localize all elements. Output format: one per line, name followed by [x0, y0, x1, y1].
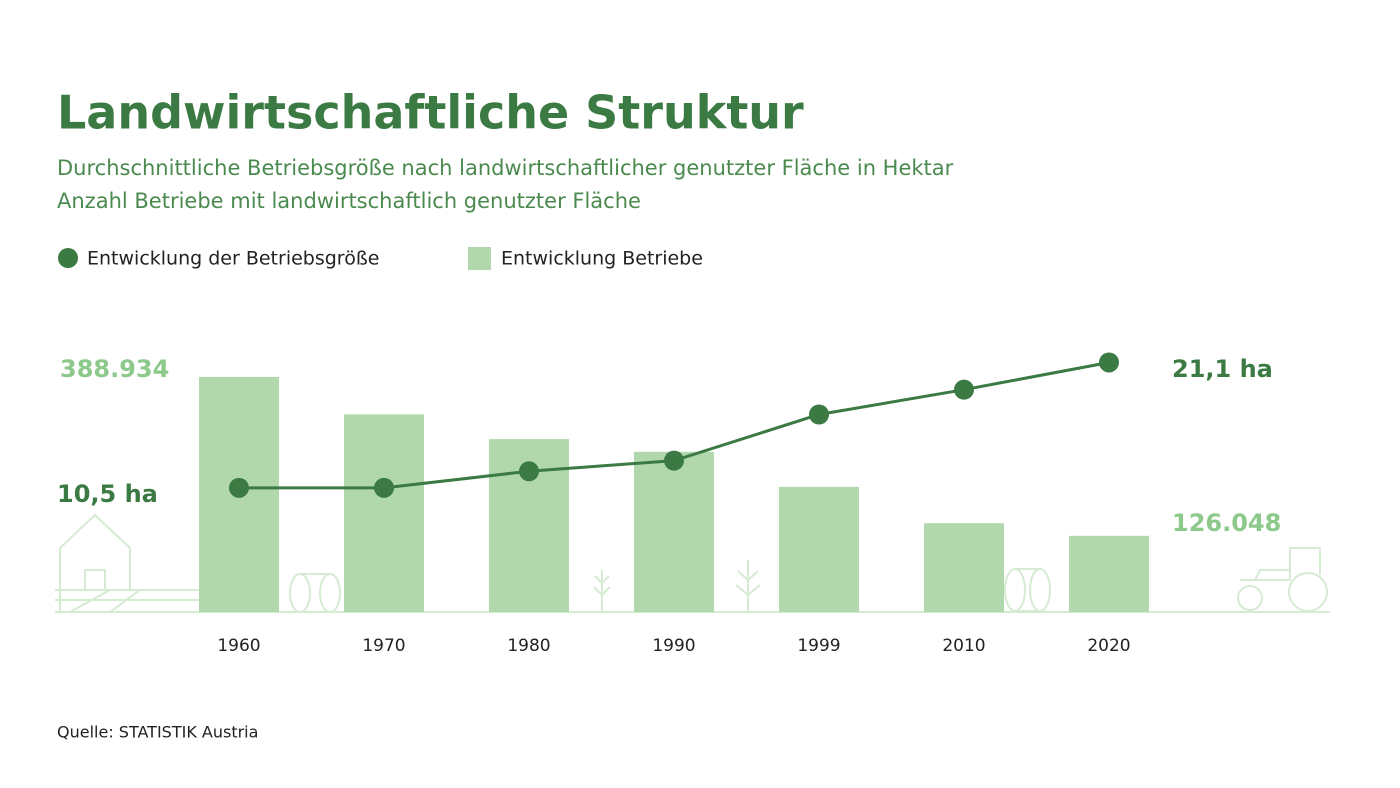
bar	[344, 414, 424, 612]
point	[519, 461, 539, 482]
subtitle: Anzahl Betriebe mit landwirtschaftlich g…	[57, 189, 641, 213]
legend-label: Entwicklung Betriebe	[501, 248, 703, 270]
bar	[634, 451, 714, 612]
value-label: 21,1 ha	[1172, 355, 1273, 383]
chart-title: Landwirtschaftliche Struktur	[57, 86, 804, 140]
x-tick-label: 1960	[217, 636, 260, 656]
bar	[779, 486, 859, 612]
bar	[1069, 535, 1149, 612]
point	[1099, 352, 1119, 373]
x-tick-label: 1970	[362, 636, 405, 656]
source: Quelle: STATISTIK Austria	[57, 723, 258, 742]
point	[664, 450, 684, 471]
value-label: 388.934	[60, 355, 169, 383]
legend-label: Entwicklung der Betriebsgröße	[87, 248, 379, 270]
point	[954, 379, 974, 400]
point	[809, 404, 829, 425]
point	[374, 477, 394, 498]
value-label: 10,5 ha	[57, 480, 158, 508]
bar	[924, 523, 1004, 612]
x-tick-label: 2020	[1087, 636, 1130, 656]
legend-marker	[58, 248, 78, 268]
legend-marker	[468, 247, 491, 270]
subtitle: Durchschnittliche Betriebsgröße nach lan…	[57, 156, 954, 180]
x-tick-label: 1980	[507, 636, 550, 656]
point	[229, 477, 249, 498]
value-label: 126.048	[1172, 509, 1281, 537]
x-tick-label: 2010	[942, 636, 985, 656]
x-tick-label: 1999	[797, 636, 840, 656]
x-tick-label: 1990	[652, 636, 695, 656]
